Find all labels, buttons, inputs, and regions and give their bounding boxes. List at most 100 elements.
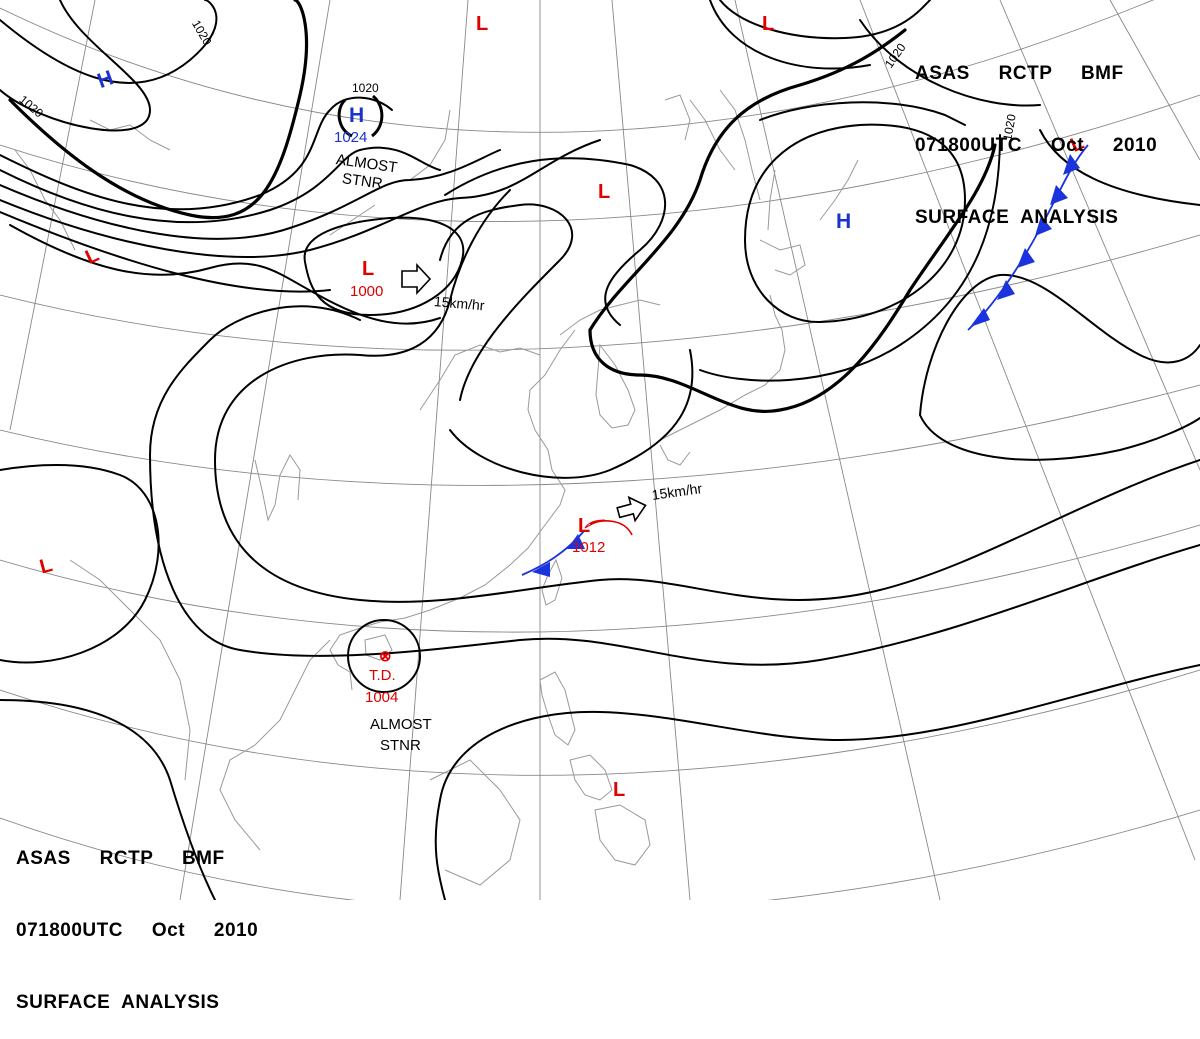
parallel	[0, 524, 1200, 633]
isobars	[0, 0, 1200, 900]
low-symbol: L	[613, 779, 625, 801]
low-symbol: L	[598, 181, 610, 203]
isobar-label: 1020	[352, 81, 379, 95]
td-symbol: ⊗	[379, 648, 392, 665]
meridian	[859, 0, 1196, 861]
td-label: T.D.	[369, 667, 396, 684]
meridian	[179, 0, 331, 900]
coast-kamchatka	[719, 89, 761, 201]
isobar	[0, 139, 601, 258]
coast-mindanao	[594, 804, 651, 866]
parallel	[0, 384, 1200, 486]
stationary-note: STNR	[341, 170, 384, 193]
coast-bay-bengal	[69, 559, 191, 781]
coast-kuril	[819, 159, 859, 221]
isobar	[0, 96, 393, 211]
coast-north-1	[409, 109, 451, 181]
movement-speed: 15km/hr	[433, 293, 485, 313]
cold-front-ne	[967, 144, 1089, 331]
inland-lines	[254, 454, 301, 522]
isobar-1020	[8, 0, 308, 220]
isobar	[0, 0, 151, 132]
coast-japan-kyushu	[659, 444, 691, 466]
movement-speed: 15km/hr	[651, 480, 704, 503]
isobar	[1039, 129, 1200, 206]
coast-visayas	[569, 754, 613, 801]
front-east-china-sea	[521, 519, 633, 577]
isobar	[0, 149, 501, 240]
isobar	[449, 349, 694, 479]
isobar	[434, 799, 446, 900]
isobar-1020	[588, 143, 997, 413]
coast-korea	[595, 343, 636, 429]
coast-okhotsk	[689, 99, 736, 171]
isobar	[214, 189, 511, 461]
high-centers: H H H	[94, 66, 851, 233]
front-triangle	[970, 308, 990, 327]
isobar	[9, 224, 441, 325]
coast-caspian	[14, 149, 76, 251]
isobar	[0, 464, 160, 664]
graticule	[0, 0, 1200, 900]
stationary-note: STNR	[380, 737, 421, 754]
header-line-time: 071800UTC Oct 2010	[16, 920, 259, 941]
low-symbol: L	[476, 13, 488, 35]
isobar	[699, 134, 1001, 382]
surface-analysis-map: 1020 1020 1020 1020 1020 H H H 1024 ALMO…	[0, 0, 1200, 900]
isobar	[744, 123, 966, 324]
isobar	[149, 454, 1200, 666]
isobar-lowcenter	[303, 216, 465, 316]
coast-borneo	[429, 759, 521, 886]
coast-japan-honshu	[659, 294, 786, 441]
header-top-right: ASAS RCTP BMF 071800UTC Oct 2010 SURFACE…	[915, 14, 1157, 254]
isobar	[919, 273, 1200, 416]
coast-sakhalin	[767, 169, 776, 231]
front-triangle	[1050, 185, 1068, 205]
lake-baikal	[329, 204, 376, 236]
isobar	[759, 101, 966, 126]
low-value: 1000	[350, 283, 383, 300]
isobar-label: 1020	[1000, 113, 1018, 142]
warm-front-arc	[589, 520, 633, 536]
front-triangle	[567, 534, 585, 549]
isobar-1020	[588, 28, 907, 332]
td-value: 1004	[365, 689, 398, 706]
isobar	[859, 19, 1041, 107]
parallel	[0, 94, 1200, 222]
isobar	[439, 203, 574, 401]
low-symbol: L	[578, 515, 590, 537]
isobar	[0, 699, 216, 900]
low-value: 1012	[572, 539, 605, 556]
coast-indochina	[219, 639, 331, 851]
header-line-title: SURFACE ANALYSIS	[915, 207, 1119, 228]
header-line-title: SURFACE ANALYSIS	[16, 992, 220, 1013]
isobar	[214, 459, 1200, 603]
coast-arctic	[89, 119, 171, 151]
parallel	[0, 809, 1200, 900]
coast-luzon	[539, 671, 576, 746]
header-line-time: 071800UTC Oct 2010	[915, 135, 1158, 156]
high-symbol: H	[349, 104, 364, 127]
low-symbol: L	[362, 258, 374, 280]
coast-bohai	[419, 344, 541, 411]
front-triangle	[1063, 154, 1080, 175]
high-value: 1024	[334, 129, 367, 146]
high-symbol: H	[836, 210, 851, 233]
coast-taiwan	[541, 558, 563, 606]
td-circulation	[347, 619, 421, 693]
isobars-heavy	[8, 0, 997, 413]
isobar	[0, 146, 441, 224]
isobar	[439, 664, 1200, 801]
coastlines	[14, 89, 859, 886]
low-symbol: L	[762, 13, 774, 35]
meridian	[611, 0, 691, 900]
isobar	[149, 305, 361, 456]
front-triangle	[1017, 248, 1035, 268]
high-1024-isobar	[337, 94, 384, 138]
isobar	[919, 414, 1200, 461]
coast-china-east	[329, 329, 576, 691]
isobar	[444, 157, 666, 326]
stationary-note: ALMOST	[370, 716, 432, 733]
movement-arrow-ecs-low	[616, 495, 647, 523]
header-line-station: ASAS RCTP BMF	[16, 848, 225, 869]
